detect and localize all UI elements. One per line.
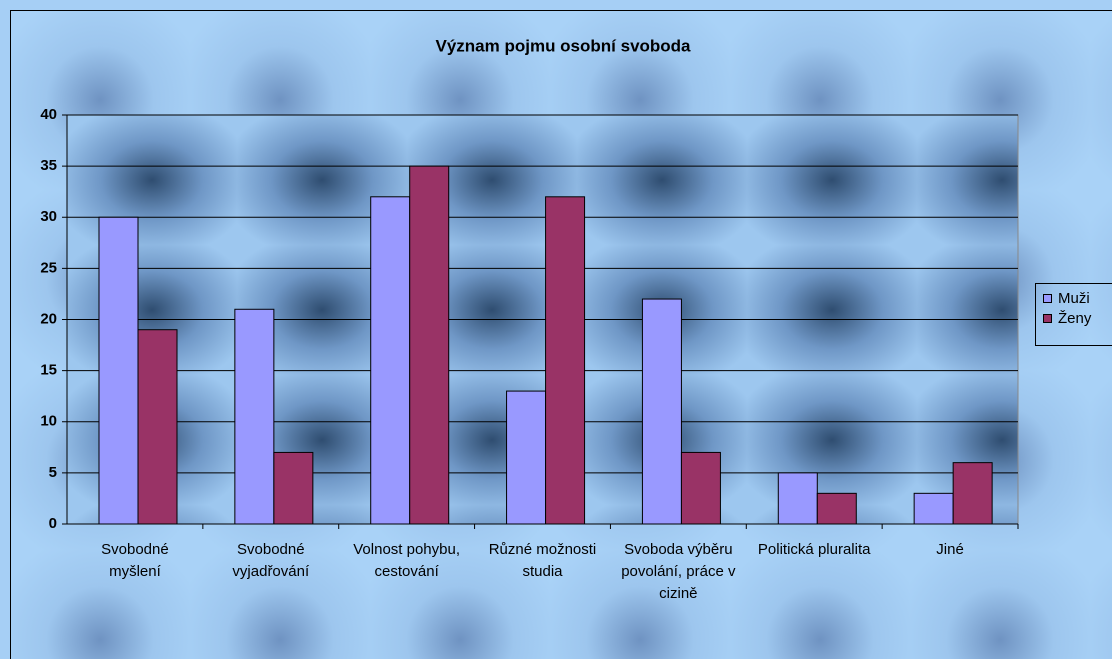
y-tick-label: 25 — [40, 259, 57, 276]
bar — [952, 462, 993, 525]
x-tick-label: Politická pluralita — [757, 541, 871, 558]
legend-swatch — [1043, 294, 1052, 303]
x-tick-label: Svobodné myšlení — [101, 541, 169, 580]
x-tick-label: Různé možnosti studia — [488, 541, 597, 580]
y-tick-label: 20 — [40, 310, 57, 327]
bar — [506, 390, 547, 525]
y-tick-label: 5 — [49, 464, 57, 481]
x-tick-label: Volnost pohybu, cestování — [353, 541, 461, 580]
bar — [777, 472, 818, 525]
legend-label: Ženy — [1058, 310, 1092, 327]
bar — [816, 492, 857, 525]
y-tick-label: 0 — [49, 515, 57, 532]
bar — [913, 492, 954, 525]
x-tick-label: Jiné — [936, 541, 964, 558]
y-tick-label: 40 — [40, 106, 57, 123]
legend-swatch — [1043, 314, 1052, 323]
legend-label: Muži — [1058, 290, 1090, 307]
y-tick-label: 15 — [40, 362, 57, 379]
bar — [273, 451, 314, 525]
chart-title: Význam pojmu osobní svoboda — [435, 36, 691, 55]
bar — [234, 308, 275, 525]
y-tick-label: 10 — [40, 413, 57, 430]
bar — [641, 298, 682, 525]
x-tick-label: Svoboda výběru povolání, práce v cizině — [621, 541, 736, 602]
y-tick-label: 35 — [40, 157, 57, 174]
bar — [545, 196, 586, 525]
bar — [370, 196, 411, 525]
bar — [409, 165, 450, 525]
bar — [98, 216, 139, 525]
y-tick-label: 30 — [40, 208, 57, 225]
bar — [680, 451, 721, 525]
x-tick-label: Svobodné vyjadřování — [232, 541, 310, 580]
bar — [137, 329, 178, 525]
